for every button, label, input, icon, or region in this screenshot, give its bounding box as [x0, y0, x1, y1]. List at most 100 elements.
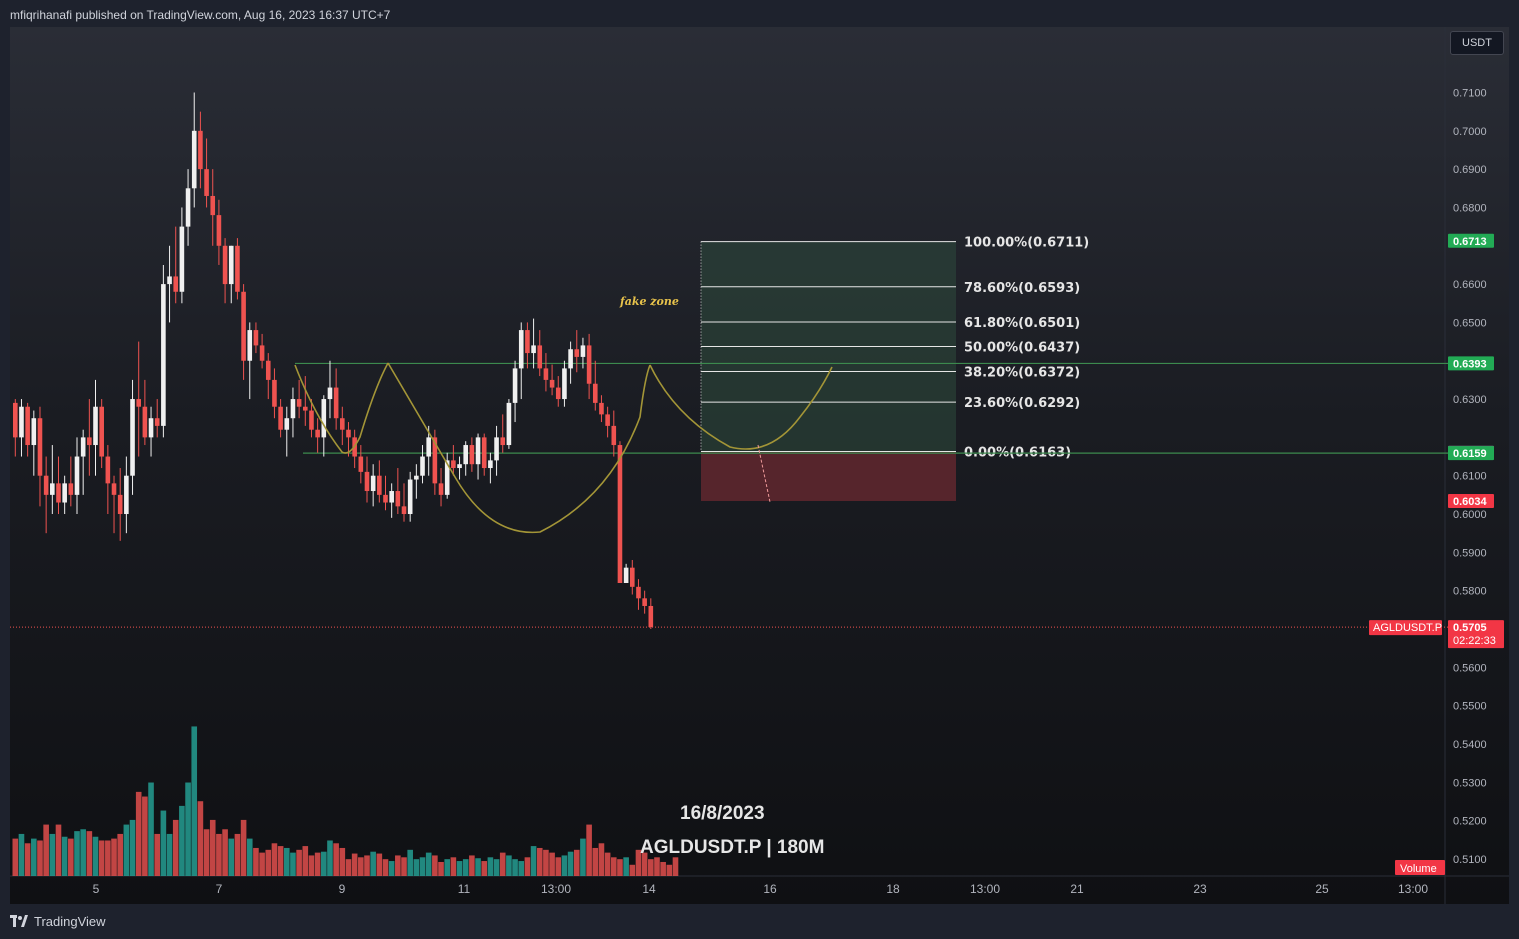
- candle-body: [284, 418, 290, 430]
- candle-body: [574, 349, 580, 357]
- candle-body: [315, 429, 320, 438]
- y-tick-label: 0.5300: [1453, 777, 1487, 789]
- candle-body: [13, 402, 18, 438]
- volume-bar: [499, 852, 506, 876]
- candle-body: [537, 345, 543, 369]
- volume-bar: [290, 852, 296, 876]
- volume-bar: [598, 843, 605, 876]
- candle-body: [463, 445, 469, 465]
- volume-bar: [80, 829, 86, 876]
- candle-body: [426, 437, 431, 457]
- volume-bar: [339, 847, 346, 876]
- volume-bar: [142, 796, 148, 876]
- candle-body: [586, 345, 592, 384]
- candle-body: [161, 284, 166, 426]
- x-tick-label: 13:00: [1398, 882, 1428, 896]
- candle-body: [179, 226, 185, 292]
- volume-bar: [253, 847, 259, 876]
- x-tick-label: 23: [1193, 882, 1207, 896]
- volume-bar: [364, 855, 370, 876]
- volume-bar: [135, 791, 142, 876]
- volume-bar: [92, 836, 99, 876]
- volume-bar: [259, 852, 265, 876]
- candle-body: [235, 245, 240, 292]
- cup-curve: [387, 362, 651, 534]
- volume-bar: [444, 859, 450, 876]
- volume-bar: [271, 843, 278, 876]
- volume-bar: [524, 857, 531, 876]
- volume-label-box: [1395, 860, 1445, 875]
- fib-level-label: 100.00%(0.6711): [964, 236, 1089, 251]
- volume-bar: [240, 819, 247, 876]
- candle-body: [222, 245, 228, 285]
- candle-body: [148, 418, 154, 438]
- volume-bar: [438, 861, 444, 876]
- candle-body: [290, 399, 296, 419]
- candle-body: [80, 437, 86, 457]
- x-tick-label: 11: [458, 882, 471, 896]
- volume-bar: [456, 861, 463, 876]
- volume-bar: [12, 838, 19, 876]
- candle-body: [25, 406, 30, 446]
- candle-body: [636, 586, 641, 599]
- volume-bar: [86, 831, 93, 876]
- candle-body: [173, 276, 179, 292]
- candle-body: [630, 567, 635, 587]
- volume-bar: [197, 801, 204, 876]
- volume-bar: [660, 861, 666, 876]
- x-tick-label: 16: [763, 882, 777, 896]
- tradingview-footer[interactable]: TradingView: [10, 912, 106, 930]
- last-price-box: [1448, 620, 1504, 649]
- candle-body: [531, 345, 536, 354]
- volume-bar: [148, 782, 154, 876]
- fake-cup-curve: [649, 364, 833, 450]
- candle-body: [321, 399, 327, 438]
- publisher-header: mfiqrihanafi published on TradingView.co…: [10, 8, 391, 22]
- volume-bar: [117, 833, 123, 876]
- price-chart[interactable]: 100.00%(0.6711) 78.60%(0.6593) 61.80%(0.65…: [10, 27, 1509, 904]
- candle-body: [93, 406, 98, 446]
- candle-body: [296, 399, 302, 407]
- candle-body: [395, 491, 401, 507]
- volume-bar: [388, 861, 395, 876]
- candle-body: [253, 330, 259, 346]
- y-tick-label: 0.6100: [1453, 471, 1487, 483]
- handle-curve-left: [294, 362, 389, 454]
- volume-bar: [203, 829, 210, 876]
- candle-body: [37, 418, 43, 476]
- volume-bar: [530, 846, 537, 876]
- y-tick-label: 0.5600: [1453, 662, 1487, 674]
- candle-body: [130, 399, 135, 476]
- candle-body: [43, 475, 49, 495]
- x-tick-label: 7: [216, 882, 223, 896]
- volume-bar: [265, 849, 272, 876]
- volume-bar: [74, 831, 80, 876]
- candle-body: [154, 418, 160, 426]
- candle-body: [309, 410, 314, 430]
- candle-body: [555, 387, 561, 400]
- volume-bar: [555, 857, 562, 876]
- volume-bar: [105, 840, 111, 876]
- fib-red-zone: [701, 451, 956, 501]
- volume-bar: [549, 852, 555, 876]
- price-label-box: [1448, 356, 1494, 371]
- volume-bar: [561, 855, 568, 876]
- volume-bar: [413, 859, 420, 876]
- volume-bar: [641, 852, 648, 876]
- candle-body: [599, 402, 604, 415]
- x-tick-label: 13:00: [970, 882, 1000, 896]
- currency-selector[interactable]: USDT: [1450, 31, 1504, 55]
- volume-bar: [573, 849, 580, 876]
- volume-bar: [345, 859, 352, 876]
- candle-body: [605, 414, 610, 426]
- volume-bar: [469, 855, 475, 876]
- volume-bar: [450, 857, 457, 876]
- candle-body: [451, 460, 456, 469]
- volume-bar: [425, 852, 432, 876]
- volume-bar: [629, 864, 636, 876]
- volume-bar: [98, 840, 105, 876]
- chart-panel[interactable]: 100.00%(0.6711) 78.60%(0.6593) 61.80%(0.65…: [10, 27, 1509, 904]
- candle-body: [333, 387, 339, 419]
- candle-body: [191, 130, 197, 189]
- candle-body: [272, 379, 277, 407]
